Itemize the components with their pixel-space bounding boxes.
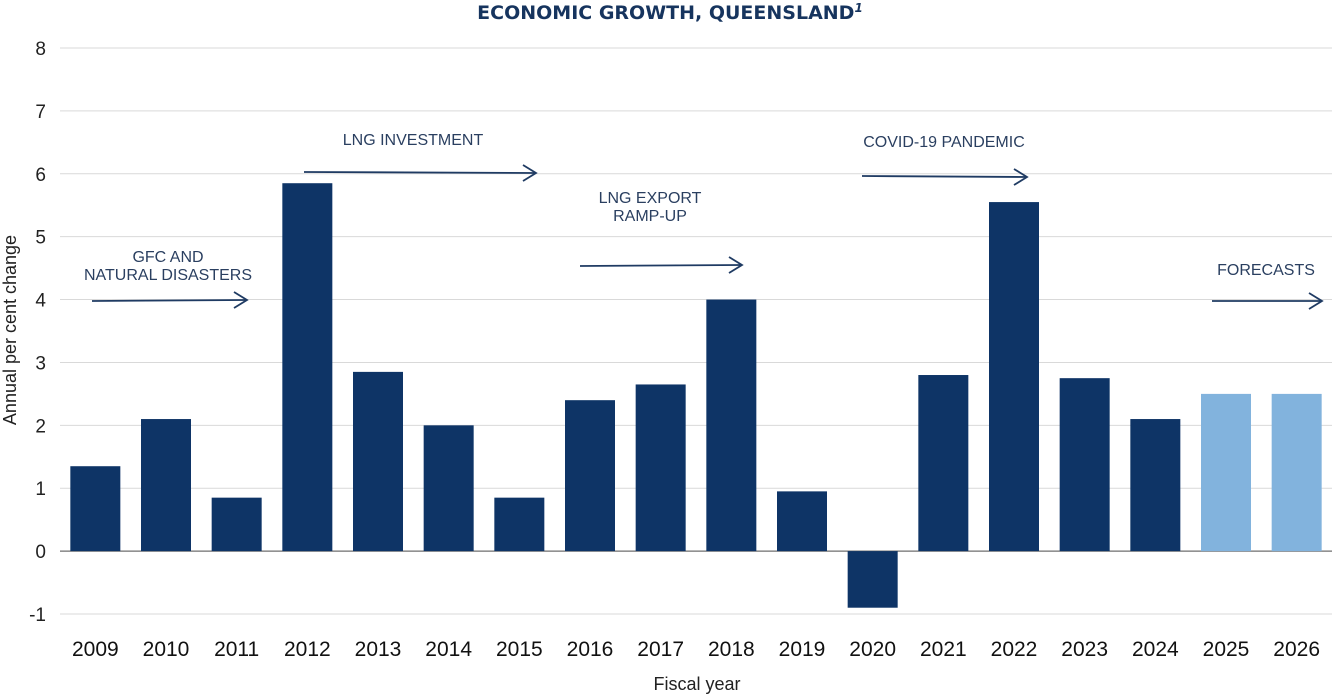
bar-2024 — [1130, 419, 1181, 552]
chart-title-text: ECONOMIC GROWTH, QUEENSLAND — [477, 2, 854, 24]
x-tick-label: 2013 — [355, 638, 402, 661]
y-tick-label: 2 — [35, 416, 46, 437]
x-axis-ticks: 2009 2010 2011 2012 2013 2014 2015 2016 2017 2018… — [72, 638, 1320, 661]
x-tick-label: 2021 — [920, 638, 967, 661]
x-tick-label: 2025 — [1203, 638, 1250, 661]
bar-2017 — [635, 384, 686, 552]
bar-2016 — [565, 400, 615, 552]
x-tick-label: 2012 — [284, 638, 331, 661]
annotation-text: LNG EXPORT — [599, 190, 702, 207]
x-tick-label: 2011 — [214, 638, 259, 661]
x-tick-label: 2009 — [72, 638, 119, 661]
arrow-line — [303, 171, 537, 174]
x-tick-label: 2017 — [637, 638, 684, 661]
annotation-4: COVID-19 PANDEMIC — [861, 134, 1029, 186]
arrow-line — [861, 175, 1028, 178]
bar-2009 — [70, 466, 121, 552]
x-tick-label: 2023 — [1061, 638, 1108, 661]
x-axis-label: Fiscal year — [653, 674, 740, 694]
bar-2020 — [847, 551, 898, 608]
bar-2018 — [706, 299, 757, 552]
bar-2022 — [989, 202, 1039, 552]
x-tick-label: 2015 — [496, 638, 543, 661]
bar-2014 — [423, 425, 474, 552]
annotation-text: COVID-19 PANDEMIC — [863, 134, 1025, 151]
bar-2019 — [777, 491, 827, 552]
bar-2025 — [1201, 393, 1251, 552]
x-tick-label: 2018 — [708, 638, 755, 661]
bar-2011 — [211, 497, 262, 552]
x-tick-label: 2016 — [567, 638, 614, 661]
y-tick-label: 4 — [35, 291, 46, 312]
y-tick-label: -1 — [29, 605, 46, 626]
arrow-line — [91, 299, 248, 302]
arrow-head-icon — [1308, 292, 1324, 310]
annotation-text: LNG INVESTMENT — [343, 132, 484, 149]
arrow-head-icon — [728, 256, 744, 274]
arrow-head-icon — [1013, 168, 1029, 186]
bar-2023 — [1059, 378, 1110, 552]
arrow-line — [579, 264, 743, 267]
annotation-2: LNG INVESTMENT — [303, 132, 538, 182]
x-tick-label: 2020 — [849, 638, 896, 661]
x-tick-label: 2022 — [991, 638, 1038, 661]
annotation-text: RAMP-UP — [613, 208, 687, 225]
y-tick-label: 1 — [35, 479, 46, 500]
annotation-text: NATURAL DISASTERS — [84, 267, 252, 284]
y-axis-ticks: -1 0 1 2 3 4 5 6 7 8 — [29, 39, 46, 626]
x-tick-label: 2019 — [779, 638, 826, 661]
y-tick-label: 0 — [35, 542, 46, 563]
y-tick-label: 6 — [35, 165, 46, 186]
arrow-head-icon — [522, 164, 538, 182]
y-tick-label: 8 — [35, 39, 46, 60]
annotation-text: GFC AND — [132, 249, 203, 266]
bar-2021 — [918, 375, 969, 552]
y-tick-label: 5 — [35, 228, 46, 249]
annotation-5: FORECASTS — [1212, 262, 1324, 310]
annotation-text: FORECASTS — [1217, 262, 1315, 279]
bar-2015 — [494, 497, 545, 552]
bar-2010 — [141, 419, 191, 552]
chart-title-superscript: 1 — [854, 1, 862, 15]
bar-2026 — [1271, 393, 1322, 552]
y-axis-label: Annual per cent change — [0, 235, 20, 425]
bars — [70, 183, 1322, 608]
x-tick-label: 2014 — [425, 638, 472, 661]
arrow-head-icon — [233, 291, 249, 309]
x-tick-label: 2026 — [1273, 638, 1320, 661]
gridlines — [60, 47, 1332, 615]
chart-title: ECONOMIC GROWTH, QUEENSLAND1 — [477, 1, 863, 24]
y-tick-label: 7 — [35, 102, 46, 123]
y-tick-label: 3 — [35, 353, 46, 374]
bar-2013 — [353, 371, 403, 552]
x-tick-label: 2010 — [143, 638, 190, 661]
bar-2012 — [282, 183, 333, 552]
x-tick-label: 2024 — [1132, 638, 1179, 661]
